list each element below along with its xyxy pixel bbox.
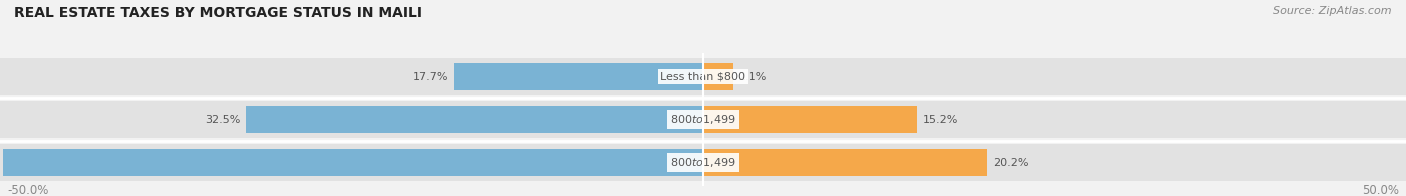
Bar (0, 144, 1406, 181)
Text: 20.2%: 20.2% (993, 158, 1028, 168)
Text: Less than $800: Less than $800 (661, 72, 745, 82)
Bar (246, 106, 703, 133)
Text: 17.7%: 17.7% (413, 72, 449, 82)
Bar (0, 101, 1406, 138)
Text: REAL ESTATE TAXES BY MORTGAGE STATUS IN MAILI: REAL ESTATE TAXES BY MORTGAGE STATUS IN … (14, 6, 422, 20)
Text: 50.0%: 50.0% (1362, 184, 1399, 196)
Bar (703, 106, 917, 133)
Text: 15.2%: 15.2% (922, 114, 957, 125)
Text: Source: ZipAtlas.com: Source: ZipAtlas.com (1274, 6, 1392, 16)
Bar (3, 149, 703, 176)
Text: -50.0%: -50.0% (7, 184, 48, 196)
Bar (454, 63, 703, 90)
Text: $800 to $1,499: $800 to $1,499 (671, 113, 735, 126)
Text: $800 to $1,499: $800 to $1,499 (671, 156, 735, 169)
Bar (703, 149, 987, 176)
Bar (0, 58, 1406, 95)
Text: 32.5%: 32.5% (205, 114, 240, 125)
Text: 2.1%: 2.1% (738, 72, 766, 82)
Bar (703, 63, 733, 90)
